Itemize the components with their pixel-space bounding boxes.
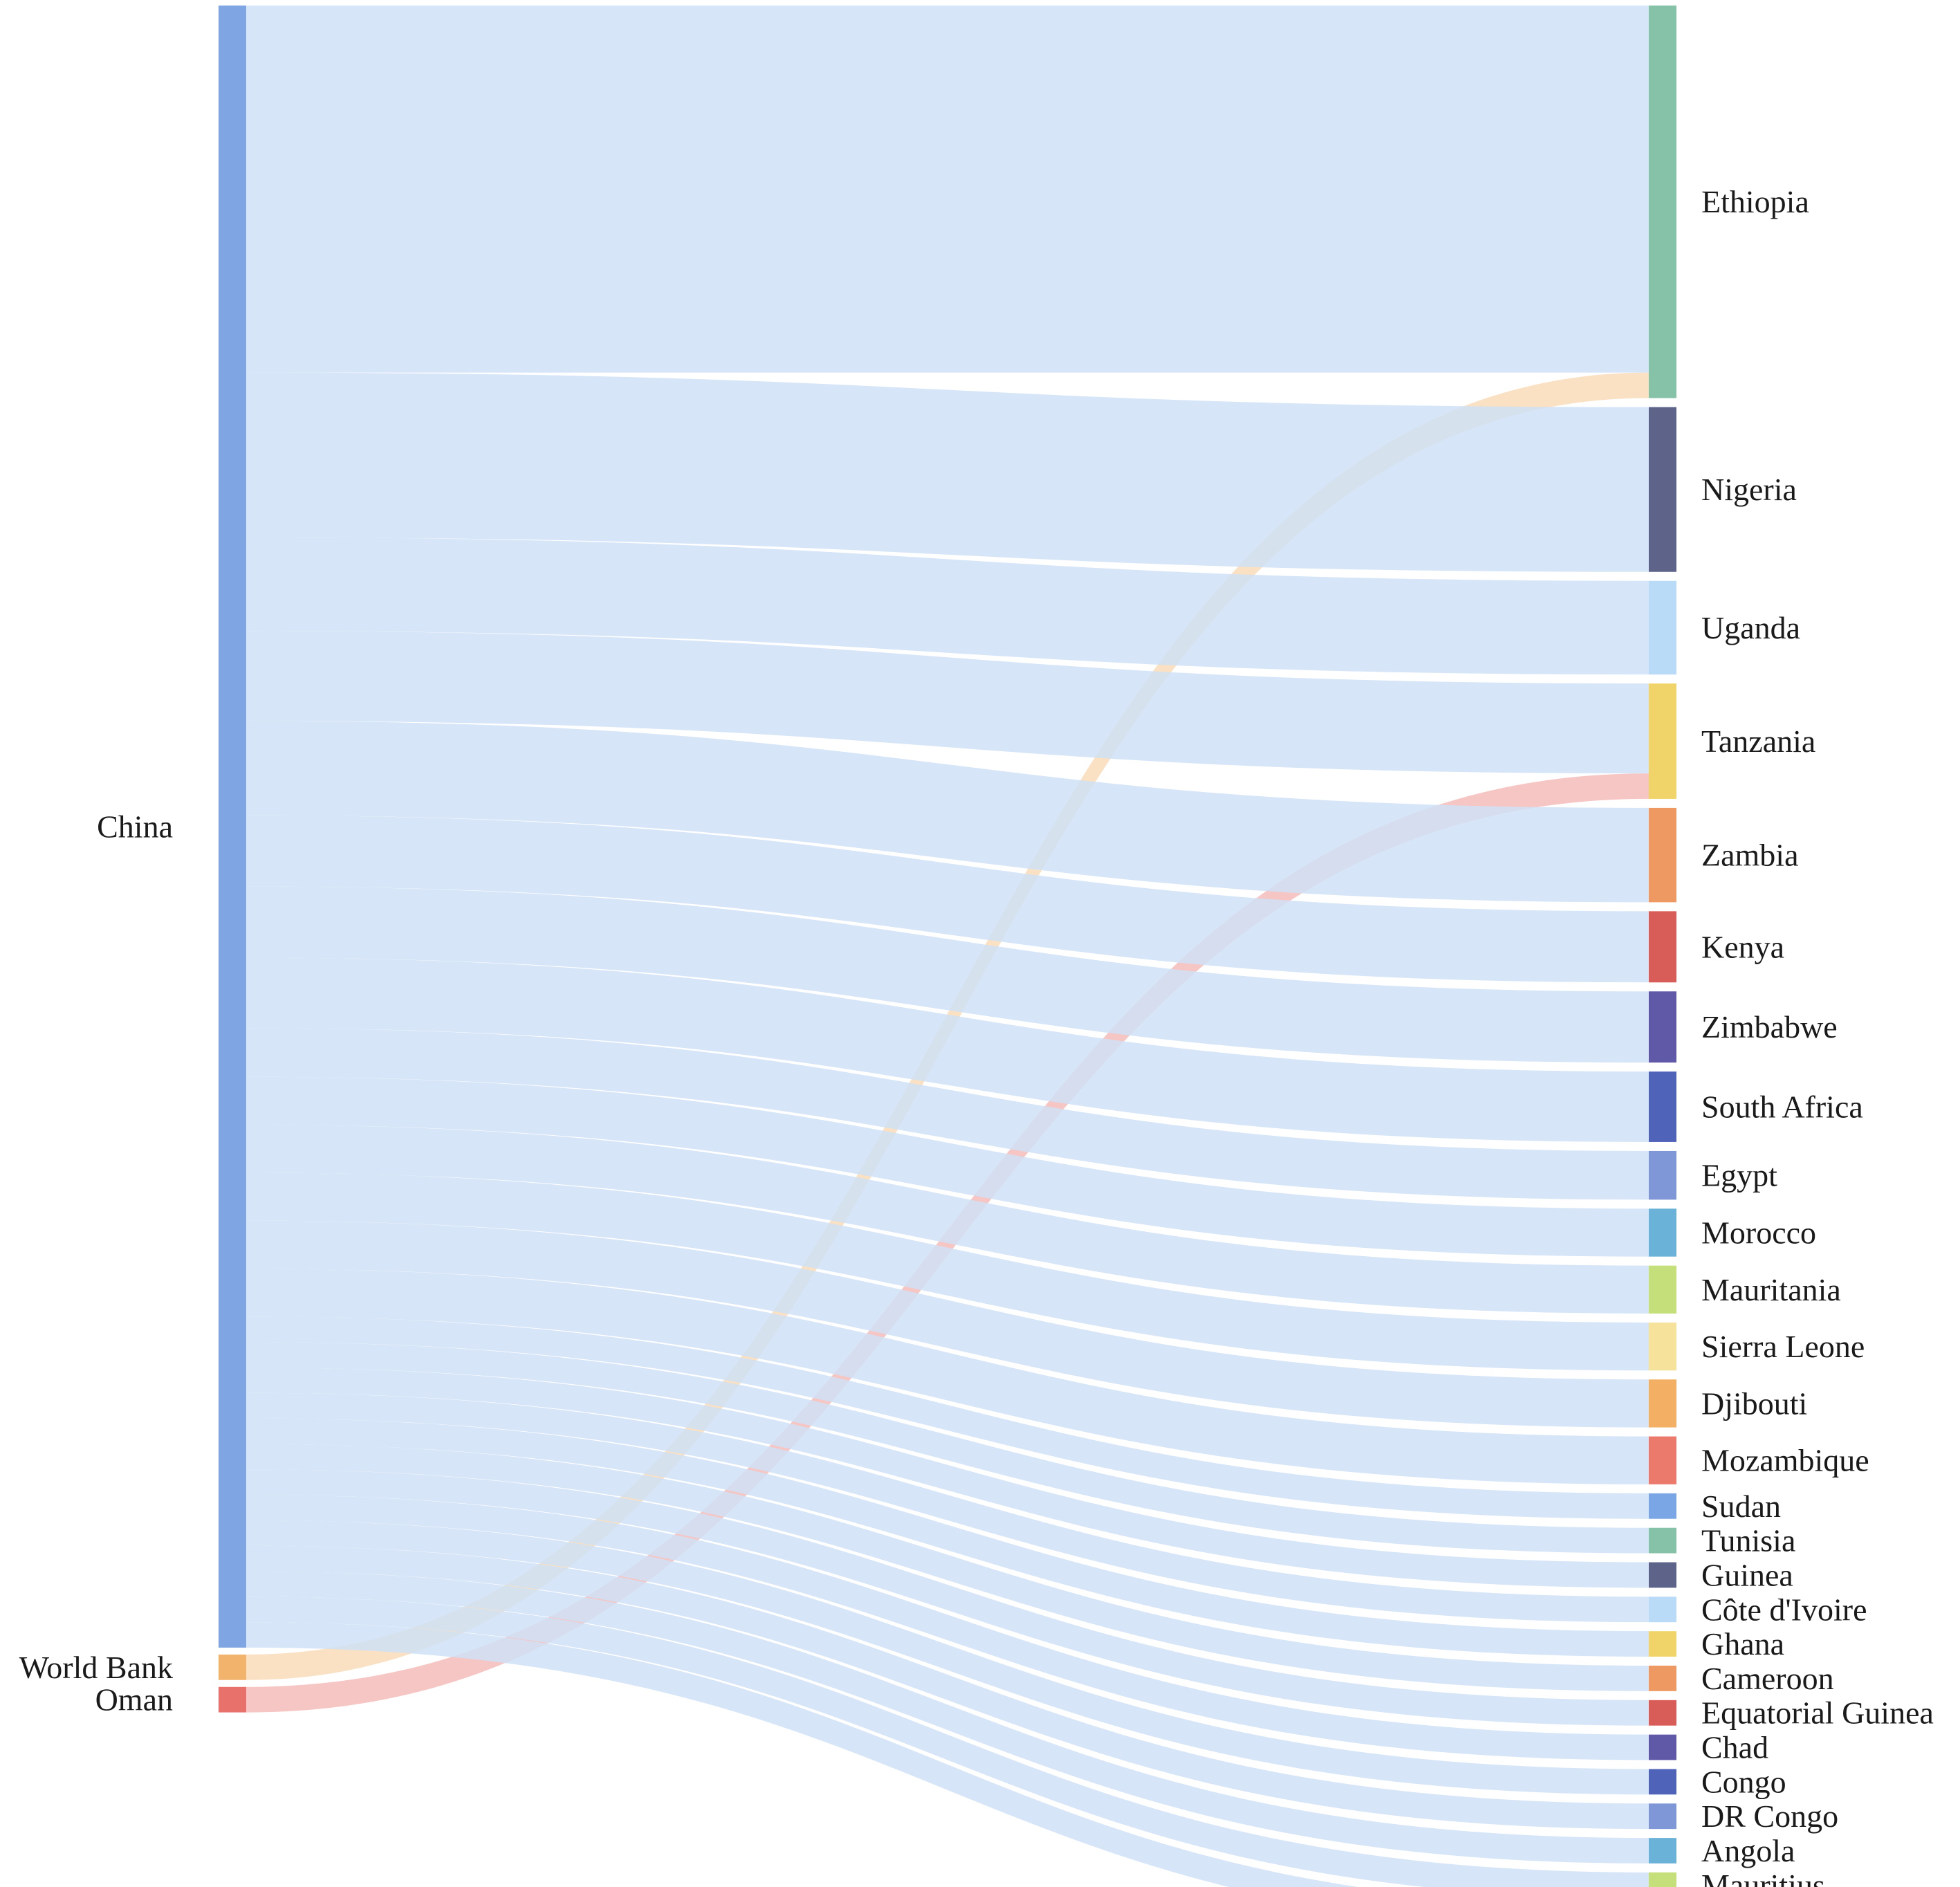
link-china-to-sudan (246, 1316, 1649, 1519)
node-angola (1649, 1838, 1676, 1863)
label-china: China (97, 809, 173, 844)
link-china-to-zimbabwe (246, 886, 1649, 1063)
label-morocco: Morocco (1701, 1215, 1816, 1250)
node-egypt (1649, 1150, 1676, 1200)
label-chad: Chad (1701, 1730, 1768, 1765)
label-tunisia: Tunisia (1701, 1523, 1795, 1558)
link-china-to-angola (246, 1571, 1649, 1863)
link-china-to-tunisia (246, 1342, 1649, 1554)
node-guinea (1649, 1562, 1676, 1588)
link-china-to-kenya (246, 815, 1649, 983)
sankey-links (246, 6, 1649, 1887)
node-kenya (1649, 911, 1676, 983)
node-equatorial-guinea (1649, 1700, 1676, 1726)
label-world-bank: World Bank (19, 1650, 173, 1685)
node-nigeria (1649, 407, 1676, 572)
node-china (219, 6, 246, 1648)
node-tunisia (1649, 1527, 1676, 1554)
node-mauritania (1649, 1265, 1676, 1314)
link-china-to-equatorial-guinea (246, 1469, 1649, 1726)
label-kenya: Kenya (1701, 929, 1784, 964)
label-sudan: Sudan (1701, 1489, 1781, 1524)
label-mozambique: Mozambique (1701, 1443, 1869, 1478)
link-china-to-nigeria (246, 372, 1649, 572)
link-china-to-namibia (246, 1622, 1358, 1887)
sankey-nodes (219, 6, 1676, 1887)
link-china-to-congo (246, 1520, 1649, 1795)
link-china-to-uganda (246, 537, 1649, 675)
label-angola: Angola (1701, 1833, 1795, 1868)
node-uganda (1649, 580, 1676, 675)
node-cameroon (1649, 1666, 1676, 1691)
node-sierra-leone (1649, 1322, 1676, 1371)
node-tanzania (1649, 683, 1676, 799)
label-uganda: Uganda (1701, 610, 1800, 645)
label-ethiopia: Ethiopia (1701, 184, 1809, 219)
link-china-to-mauritius (246, 1596, 1649, 1887)
node-congo (1649, 1769, 1676, 1795)
link-china-to-ethiopia (246, 6, 1649, 373)
label-mauritania: Mauritania (1701, 1272, 1841, 1307)
label-tanzania: Tanzania (1701, 724, 1815, 759)
label-zambia: Zambia (1701, 838, 1799, 873)
link-china-to-sierra-leone (246, 1172, 1649, 1371)
label-dr-congo: DR Congo (1701, 1798, 1838, 1834)
link-china-to-dr-congo (246, 1545, 1649, 1830)
node-chad (1649, 1734, 1676, 1760)
link-china-to-chad (246, 1495, 1649, 1760)
link-china-to-c-te-d-ivoire (246, 1392, 1649, 1623)
node-zambia (1649, 807, 1676, 903)
link-china-to-zambia (246, 721, 1649, 903)
node-world-bank (219, 1654, 246, 1680)
label-ghana: Ghana (1701, 1626, 1784, 1662)
label-djibouti: Djibouti (1701, 1386, 1807, 1421)
label-guinea: Guinea (1701, 1557, 1793, 1592)
link-china-to-guinea (246, 1367, 1649, 1588)
link-china-to-south-africa (246, 957, 1649, 1142)
label-mauritius: Mauritius (1701, 1868, 1825, 1887)
link-china-to-ghana (246, 1418, 1649, 1657)
label-south-africa: South Africa (1701, 1089, 1863, 1125)
label-equatorial-guinea: Equatorial Guinea (1701, 1695, 1934, 1731)
node-dr-congo (1649, 1803, 1676, 1830)
link-china-to-tanzania (246, 631, 1649, 774)
link-china-to-egypt (246, 1028, 1649, 1200)
label-sierra-leone: Sierra Leone (1701, 1329, 1865, 1364)
label-c-te-d-ivoire: Côte d'Ivoire (1701, 1592, 1867, 1627)
label-egypt: Egypt (1701, 1158, 1777, 1193)
label-zimbabwe: Zimbabwe (1701, 1009, 1838, 1044)
node-mozambique (1649, 1436, 1676, 1484)
node-ethiopia (1649, 6, 1676, 398)
node-south-africa (1649, 1071, 1676, 1142)
node-djibouti (1649, 1379, 1676, 1428)
node-ghana (1649, 1631, 1676, 1657)
link-china-to-mozambique (246, 1268, 1649, 1484)
link-china-to-mauritania (246, 1125, 1649, 1314)
label-congo: Congo (1701, 1764, 1786, 1799)
node-zimbabwe (1649, 991, 1676, 1063)
label-cameroon: Cameroon (1701, 1661, 1834, 1696)
link-china-to-djibouti (246, 1220, 1649, 1428)
node-oman (219, 1686, 246, 1713)
label-oman: Oman (95, 1682, 173, 1718)
node-c-te-d-ivoire (1649, 1596, 1676, 1623)
node-mauritius (1649, 1872, 1676, 1887)
node-sudan (1649, 1493, 1676, 1519)
label-nigeria: Nigeria (1701, 472, 1797, 507)
link-china-to-cameroon (246, 1444, 1649, 1691)
node-morocco (1649, 1208, 1676, 1257)
link-china-to-morocco (246, 1076, 1649, 1257)
